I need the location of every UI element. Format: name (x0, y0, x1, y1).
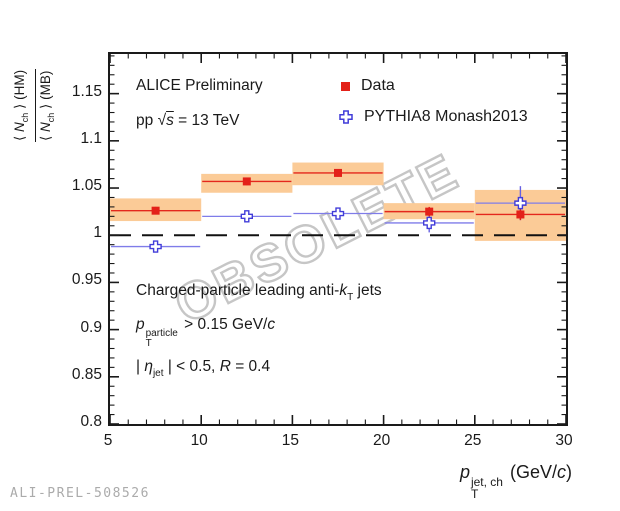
nch-subscript: ch (20, 112, 30, 123)
legend-label-data: Data (361, 77, 395, 94)
angle-bracket: ⟩ (38, 103, 53, 113)
x-axis-title: p jet, ch T (GeV/c) (460, 462, 572, 500)
sqrt-s: s (166, 112, 174, 129)
data-marker (425, 207, 434, 216)
paren-close: ) (566, 462, 572, 482)
x-tick-label: 15 (281, 432, 300, 449)
data-marker-icon (341, 81, 350, 91)
abs-bar: | (136, 358, 145, 375)
eta-range-text: | < 0.5, (163, 358, 220, 375)
pythia-marker (149, 240, 162, 253)
sqrt-symbol: √ (157, 112, 167, 129)
y-tick-label: 0.9 (80, 318, 102, 336)
y-tick-label: 0.85 (71, 365, 102, 383)
y-axis-numerator: ⟨ Nch ⟩ (HM) (11, 68, 36, 142)
jets-suffix: jets (353, 282, 382, 299)
pt-scripts: particle T (146, 329, 178, 349)
c-symbol: c (267, 316, 276, 333)
pythia-marker (514, 196, 527, 210)
p-symbol: p (136, 316, 145, 333)
y-tick-label: 1.05 (71, 177, 102, 195)
r-value-text: = 0.4 (230, 358, 271, 375)
kt-symbol: k (339, 282, 348, 299)
legend-item-data: Data (341, 77, 395, 95)
collision-system-label: pp √s = 13 TeV (136, 112, 239, 130)
data-marker (151, 206, 160, 215)
experiment-label: ALICE Preliminary (136, 77, 263, 94)
angle-bracket: ⟨ (12, 131, 27, 141)
pythia-marker (423, 216, 436, 230)
angle-bracket: ⟩ (12, 103, 27, 113)
pt-cut-label: p particle T > 0.15 GeV/c (136, 316, 275, 349)
x-tick-label: 20 (372, 432, 391, 449)
pt-jet-scripts: jet, ch T (471, 476, 503, 500)
y-tick-label: 1 (93, 224, 102, 242)
plot-area-svg (110, 54, 566, 424)
nch-subscript: ch (46, 112, 56, 123)
plot-frame: OBSOLETE ALICE Preliminary pp √s = 13 Te… (108, 52, 568, 426)
eta-cut-label: | ηjet | < 0.5, R = 0.4 (136, 358, 270, 379)
y-tick-label: 1.15 (71, 82, 102, 100)
pp-text: pp (136, 112, 158, 129)
hm-label: (HM) (12, 69, 27, 104)
x-tick-label: 25 (464, 432, 482, 449)
energy-text: = 13 TeV (173, 112, 240, 129)
legend-label-pythia: PYTHIA8 Monash2013 (364, 108, 528, 125)
t-subscript: T (470, 487, 479, 501)
pythia-marker (331, 207, 345, 220)
legend-item-pythia: PYTHIA8 Monash2013 (339, 108, 528, 126)
y-tick-label: 0.8 (80, 413, 102, 430)
jet-ch-superscript: jet, ch (470, 475, 503, 489)
eta-symbol: η (144, 358, 153, 375)
data-marker (516, 210, 525, 219)
y-tick-label: 1.1 (80, 129, 102, 147)
x-tick-label: 30 (555, 432, 573, 449)
pythia-marker (240, 210, 254, 223)
particle-superscript: particle (145, 328, 178, 339)
x-tick-label: 5 (103, 432, 113, 449)
figure-id: ALI-PREL-508526 (10, 486, 150, 501)
jet-selection-label: Charged-particle leading anti-kT jets (136, 282, 382, 303)
c-symbol: c (557, 462, 566, 482)
y-axis-title: ⟨ Nch ⟩ (HM) ⟨ Nch ⟩ (MB) (11, 16, 59, 142)
data-marker (334, 168, 342, 177)
r-symbol: R (219, 358, 231, 375)
pythia-marker-icon (339, 110, 353, 124)
data-marker (242, 177, 251, 186)
jets-text: Charged-particle leading anti- (136, 282, 340, 299)
p-symbol: p (459, 462, 470, 482)
nch-symbol: N (12, 122, 27, 132)
x-tick-label: 10 (190, 432, 208, 449)
kt-subscript: T (347, 292, 354, 303)
gev-text: (GeV/ (504, 462, 557, 482)
pt-threshold-text: > 0.15 GeV/ (179, 316, 268, 333)
jet-subscript: jet (152, 368, 164, 379)
y-tick-label: 0.95 (71, 271, 102, 289)
t-subscript: T (145, 338, 152, 349)
